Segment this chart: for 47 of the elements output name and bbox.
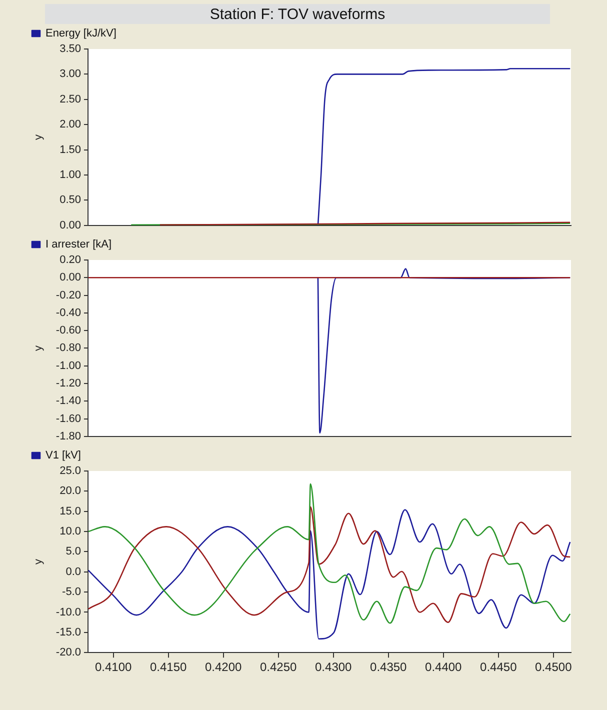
y-tick-label: -10.0 <box>56 606 81 618</box>
y-tick-label: -0.20 <box>56 289 81 302</box>
y-tick-label: 10.0 <box>60 526 81 538</box>
x-tick-label: 0.4150 <box>150 660 187 674</box>
line-series <box>317 68 571 226</box>
y-tick-label: 25.0 <box>60 465 81 478</box>
line-series <box>88 483 571 624</box>
y-tick-label: 3.50 <box>60 43 81 56</box>
x-tick-label: 0.4200 <box>204 660 242 674</box>
y-tick-label: 2.00 <box>60 118 81 131</box>
y-tick-label: 0.00 <box>60 272 81 284</box>
y-tick-label: -1.60 <box>56 412 81 425</box>
y-tick-label: 15.0 <box>60 505 81 518</box>
y-axis-title: y <box>32 134 45 140</box>
y-tick-label: 5.0 <box>66 546 81 558</box>
y-tick-label: -1.80 <box>56 430 81 442</box>
y-tick-label: 0.20 <box>60 254 81 266</box>
y-tick-label: -0.80 <box>56 342 81 354</box>
y-tick-label: -1.00 <box>56 360 81 372</box>
y-tick-label: 1.50 <box>60 144 81 156</box>
y-tick-label: 2.50 <box>60 93 81 106</box>
y-tick-label: -15.0 <box>56 626 81 638</box>
y-tick-label: -0.40 <box>56 306 81 319</box>
legend-label: Energy [kJ/kV] <box>46 28 116 40</box>
y-tick-label: 20.0 <box>60 485 81 498</box>
x-tick-label: 0.4250 <box>260 660 298 674</box>
chart-title: Station F: TOV waveforms <box>45 4 550 24</box>
x-tick-label: 0.4450 <box>480 660 518 674</box>
y-tick-label: 3.00 <box>60 68 81 80</box>
legend-label: V1 [kV] <box>46 450 81 462</box>
legend-label: I arrester [kA] <box>46 238 112 251</box>
x-tick-label: 0.4100 <box>94 660 132 674</box>
y-tick-label: 0.50 <box>60 194 81 206</box>
y-tick-label: 0.00 <box>60 219 81 232</box>
y-tick-label: -0.60 <box>56 324 81 337</box>
x-tick-label: 0.4300 <box>315 660 352 674</box>
x-tick-label: 0.4400 <box>425 660 462 674</box>
y-tick-label: -1.20 <box>56 378 81 390</box>
x-tick-label: 0.4350 <box>370 660 408 674</box>
y-tick-label: -20.0 <box>56 646 81 659</box>
y-tick-label: -5.0 <box>62 586 81 598</box>
y-tick-label: 1.00 <box>60 169 81 182</box>
y-tick-label: 0.0 <box>66 566 81 578</box>
y-axis-title: y <box>32 558 45 565</box>
x-tick-label: 0.4500 <box>535 660 572 674</box>
y-tick-label: -1.40 <box>56 395 81 408</box>
y-axis-title: y <box>32 344 45 351</box>
